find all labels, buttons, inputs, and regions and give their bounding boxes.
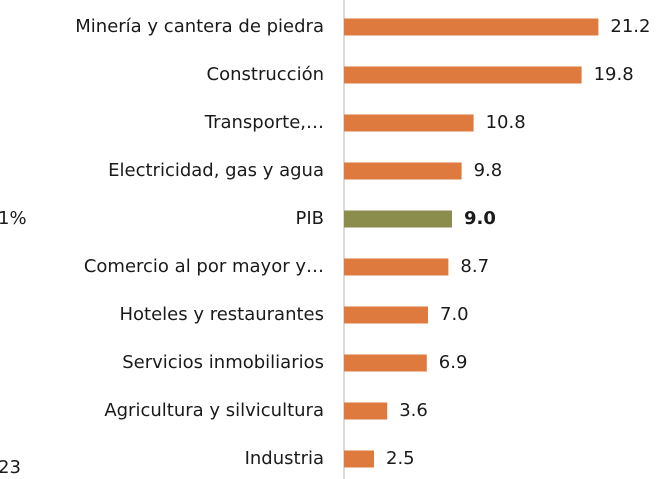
value-label: 3.6: [399, 400, 428, 421]
bar: [344, 66, 582, 84]
bar: [344, 402, 388, 420]
annotation: 1%: [0, 208, 27, 229]
bar: [344, 258, 449, 276]
value-label: 10.8: [486, 112, 526, 133]
category-label: PIB: [295, 208, 324, 229]
bar: [344, 210, 452, 228]
category-label: Transporte,…: [204, 112, 324, 133]
bar: [344, 306, 428, 324]
category-label: Hoteles y restaurantes: [119, 304, 324, 325]
category-label: Construcción: [207, 64, 324, 85]
value-label: 9.8: [474, 160, 503, 181]
value-label: 21.2: [610, 16, 650, 37]
category-label: Servicios inmobiliarios: [122, 352, 324, 373]
value-label: 6.9: [439, 352, 468, 373]
category-label: Comercio al por mayor y…: [84, 256, 324, 277]
annotation: 23: [0, 457, 21, 478]
bar: [344, 18, 599, 36]
category-label: Agricultura y silvicultura: [104, 400, 324, 421]
category-label: Industria: [245, 448, 324, 469]
category-label: Minería y cantera de piedra: [75, 16, 324, 37]
category-label: Electricidad, gas y agua: [108, 160, 324, 181]
bar: [344, 114, 474, 132]
value-label: 7.0: [440, 304, 469, 325]
bar: [344, 162, 462, 180]
value-label: 2.5: [386, 448, 415, 469]
bar: [344, 354, 427, 372]
value-label: 19.8: [594, 64, 634, 85]
value-label: 8.7: [460, 256, 489, 277]
value-label: 9.0: [464, 208, 496, 229]
bar: [344, 450, 374, 468]
